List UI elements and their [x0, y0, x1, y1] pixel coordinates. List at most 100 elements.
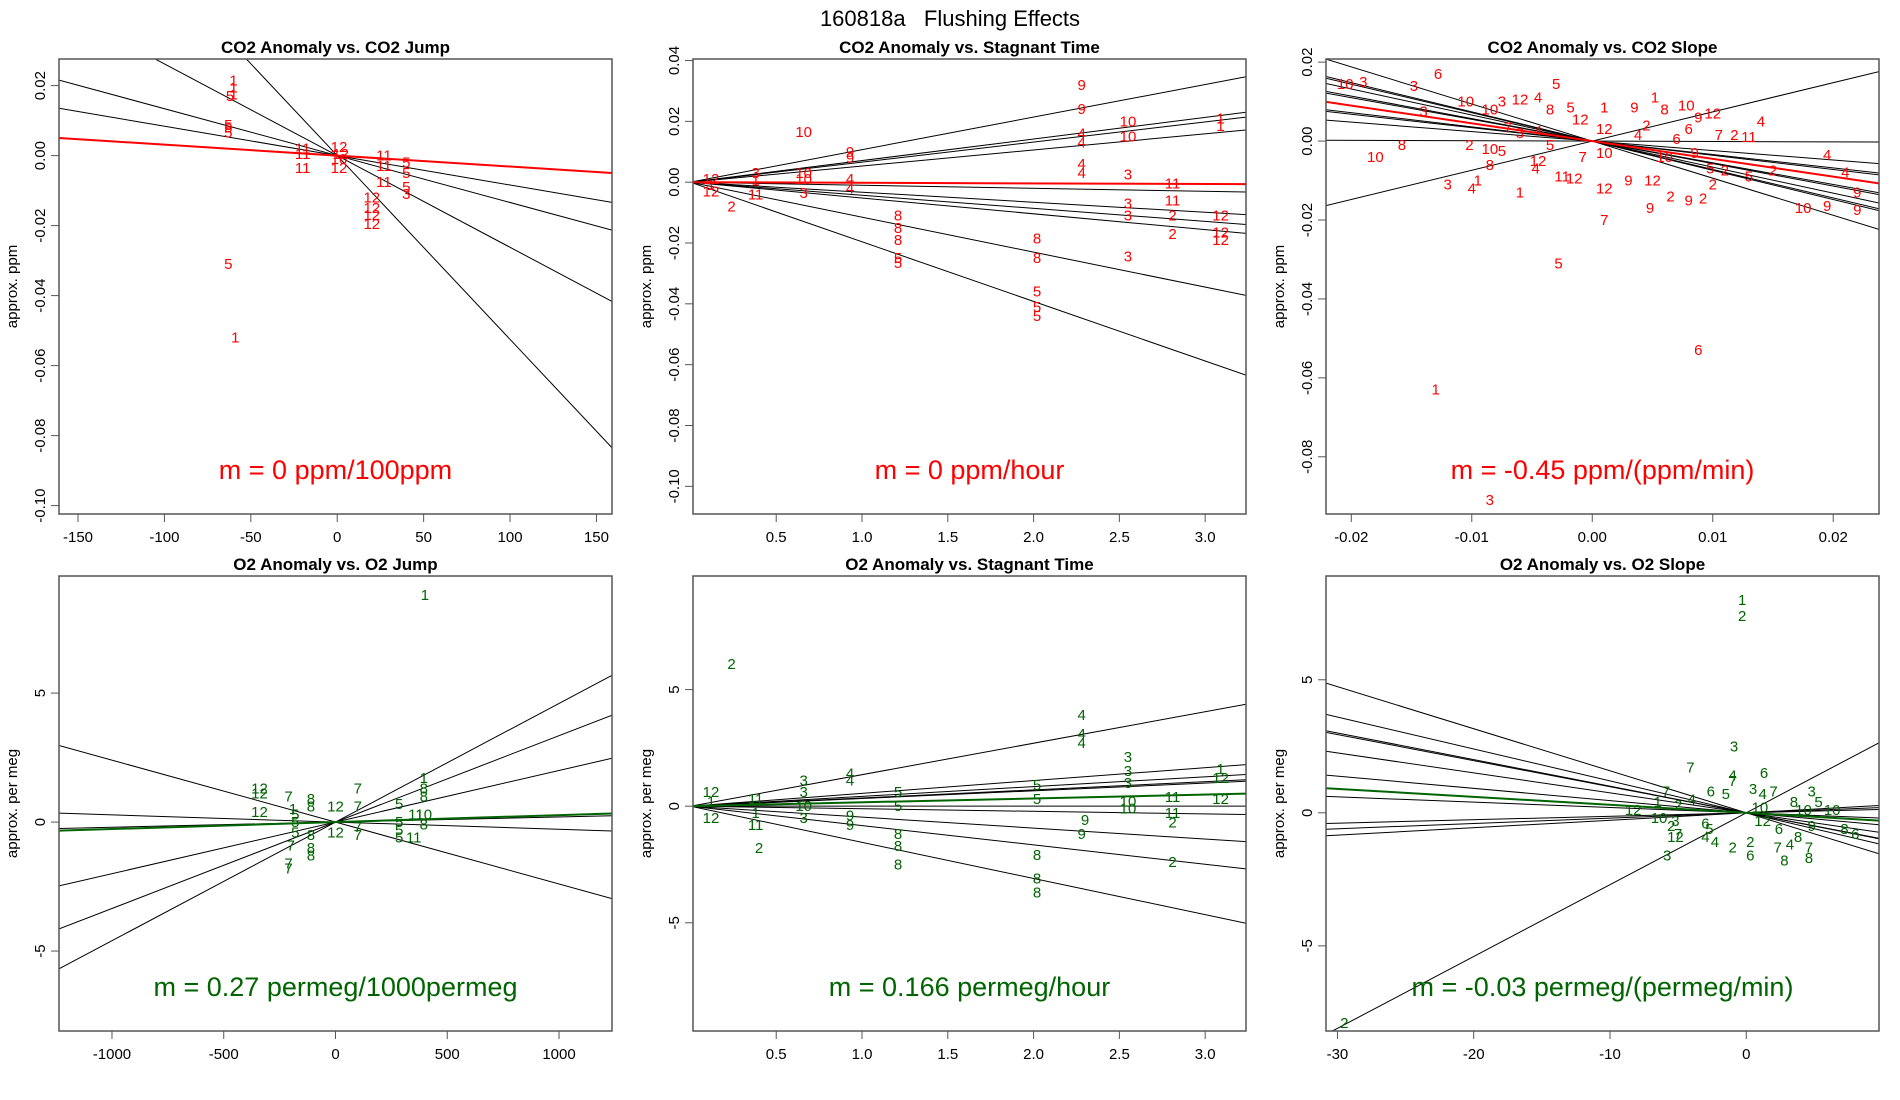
y-tick-label: 0.02 — [32, 71, 49, 100]
slope-annotation: m = 0 ppm/100ppm — [219, 455, 452, 485]
panel-o2-jump: O2 Anomaly vs. O2 Jump112121271555777888… — [4, 555, 613, 1063]
data-point: 9 — [1853, 202, 1861, 219]
data-point: 12 — [251, 781, 268, 798]
y-tick-label: -0.06 — [666, 348, 683, 382]
data-point: 10 — [1367, 149, 1384, 166]
data-point: 10 — [1457, 94, 1474, 111]
data-point: 9 — [1077, 77, 1085, 94]
data-point: 12 — [1596, 121, 1613, 138]
data-point: 8 — [420, 781, 428, 798]
data-point: 5 — [1033, 284, 1041, 301]
data-point: 2 — [1746, 834, 1754, 851]
data-point: 11 — [295, 141, 311, 158]
data-point: 12 — [1212, 224, 1229, 241]
data-point: 12 — [703, 171, 720, 188]
data-point: 4 — [1531, 161, 1539, 178]
data-point: 2 — [1168, 815, 1176, 832]
x-tick-label: 1.5 — [937, 1046, 958, 1063]
data-point: 5 — [1814, 794, 1822, 811]
x-tick-label: 150 — [584, 529, 609, 546]
data-point: 10 — [1482, 102, 1499, 119]
data-point: 4 — [1077, 126, 1085, 143]
data-point: 3 — [1410, 78, 1418, 95]
data-point: 5 — [1722, 786, 1730, 803]
x-tick-label: 1.5 — [937, 529, 958, 546]
data-point: 8 — [420, 788, 428, 805]
data-point: 8 — [894, 856, 902, 873]
data-point: 10 — [795, 171, 812, 188]
data-point: 11 — [1165, 789, 1181, 806]
data-point: 12 — [1212, 770, 1229, 787]
data-point: 9 — [1808, 818, 1816, 835]
data-point: 12 — [363, 200, 380, 217]
slope-annotation: m = 0.166 permeg/hour — [829, 972, 1110, 1002]
data-point: 2 — [1642, 117, 1650, 134]
y-tick-label: 0.00 — [1299, 126, 1316, 155]
data-point: 11 — [376, 174, 392, 191]
slope-annotation: m = 0.27 permeg/1000permeg — [154, 972, 518, 1002]
fit-line — [1326, 805, 1879, 837]
plot-frame — [1325, 58, 1880, 515]
fit-line — [245, 59, 612, 449]
fit-line — [693, 111, 1246, 183]
data-point: 9 — [846, 817, 854, 834]
data-point: 11 — [748, 791, 764, 808]
data-point: 4 — [1077, 156, 1085, 173]
x-tick-label: 3.0 — [1195, 1046, 1216, 1063]
data-point: 6 — [1694, 342, 1702, 359]
data-point: 8 — [1805, 850, 1813, 867]
data-points: 2121121111123310344995588855888444993331… — [703, 656, 1229, 902]
fit-line — [693, 805, 1246, 815]
y-tick-label: -0.04 — [1299, 282, 1316, 316]
overall-fit-line — [693, 792, 1246, 808]
overall-fit-line — [693, 181, 1246, 186]
data-point: 5 — [395, 822, 403, 839]
data-point: 9 — [1690, 145, 1698, 162]
x-tick-label: 0.02 — [1819, 529, 1848, 546]
data-point: 10 — [795, 165, 812, 182]
data-point: 4 — [1823, 147, 1831, 164]
data-point: 10 — [1120, 129, 1137, 146]
y-axis-label: approx. ppm — [1271, 245, 1288, 328]
data-point: 5 — [224, 120, 232, 137]
x-tick-label: 2.0 — [1023, 1046, 1044, 1063]
data-point: 3 — [1663, 847, 1671, 864]
fit-line — [693, 181, 1246, 234]
data-point: 4 — [846, 171, 854, 188]
y-tick-label: -0.08 — [32, 418, 49, 452]
panel-title: O2 Anomaly vs. O2 Jump — [233, 555, 437, 574]
data-point: 10 — [1482, 141, 1499, 158]
data-point: 2 — [727, 656, 735, 673]
data-point: 5 — [1552, 76, 1560, 93]
data-point: 7 — [1662, 784, 1670, 801]
data-point: 4 — [1758, 786, 1766, 803]
data-point: 2 — [727, 199, 735, 216]
data-point: 1 — [1600, 100, 1608, 117]
data-point: 5 — [1706, 161, 1714, 178]
data-point: 6 — [1672, 131, 1680, 148]
panel-co2-jump: CO2 Anomaly vs. CO2 Jump1115555511111111… — [4, 38, 613, 546]
data-point: 1 — [229, 86, 237, 103]
data-point: 8 — [1840, 821, 1848, 838]
data-point: 12 — [703, 784, 720, 801]
data-point: 3 — [1124, 167, 1132, 184]
x-tick-label: 100 — [498, 529, 523, 546]
panel-o2-stagnant: O2 Anomaly vs. Stagnant Time212112111112… — [638, 555, 1247, 1063]
data-point: 3 — [799, 185, 807, 202]
fit-line — [693, 76, 1246, 183]
data-point: 3 — [1124, 249, 1132, 266]
data-point: 1 — [1516, 184, 1524, 201]
data-point: 9 — [1624, 173, 1632, 190]
y-tick-label: -5 — [1299, 939, 1316, 952]
y-tick-label: -0.04 — [666, 287, 683, 321]
fit-line — [1326, 807, 1879, 830]
data-point: 5 — [894, 784, 902, 801]
y-tick-label: 5 — [1299, 676, 1316, 684]
x-tick-label: 3.0 — [1195, 529, 1216, 546]
data-point: 10 — [1337, 76, 1354, 93]
x-tick-label: -30 — [1327, 1046, 1349, 1063]
data-point: 1 — [1651, 90, 1659, 107]
data-point: 12 — [331, 139, 348, 156]
data-point: 8 — [420, 817, 428, 834]
fit-lines — [1326, 59, 1879, 230]
